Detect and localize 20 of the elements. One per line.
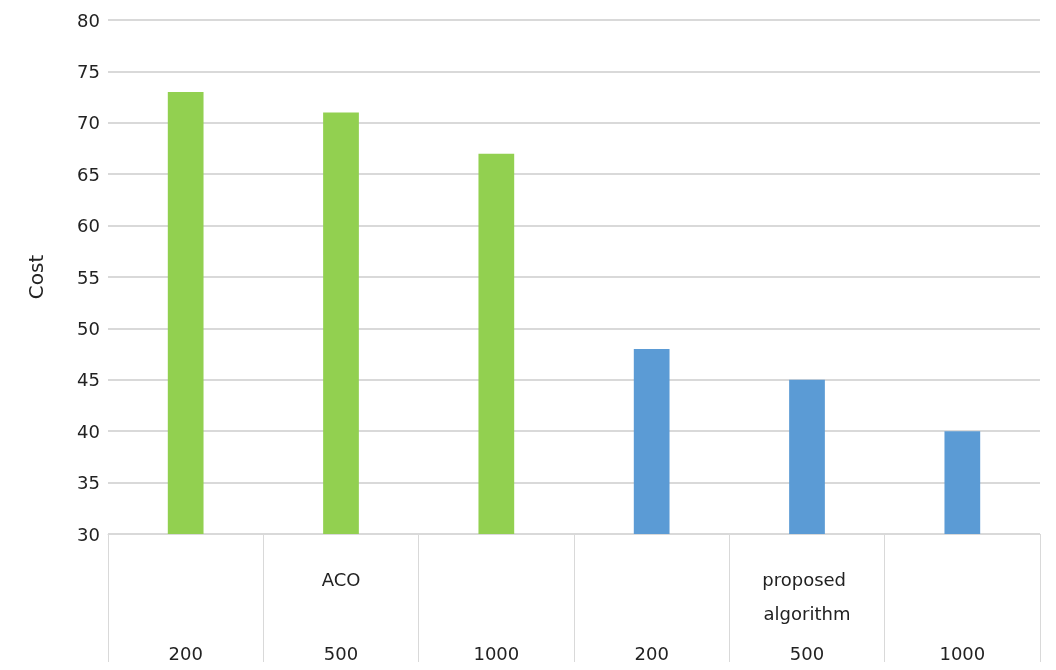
x-tick-label: 1000 [473, 642, 520, 664]
y-tick-label: 45 [77, 369, 100, 391]
x-tick-label: 500 [789, 642, 825, 664]
y-tick-label: 75 [77, 60, 100, 82]
y-tick-label: 80 [77, 9, 100, 31]
y-tick-label: 65 [77, 163, 100, 185]
text: proposed algorithm [762, 568, 852, 624]
y-tick-label: 70 [77, 112, 100, 134]
x-tick-label: 200 [168, 642, 203, 664]
y-tick-label: 35 [77, 472, 100, 494]
x-tick-label: 1000 [939, 642, 986, 664]
y-tick-label: 55 [77, 266, 100, 288]
series-label: ACO [321, 568, 361, 590]
y-tick-label: 30 [77, 523, 100, 545]
y-tick-label: 40 [77, 420, 100, 442]
x-tick-label: 200 [634, 642, 669, 664]
y-tick-label: 50 [77, 317, 100, 339]
y-tick-label: 60 [77, 215, 100, 237]
y-axis-title: Cost [24, 254, 48, 300]
x-tick-label: 500 [323, 642, 359, 664]
